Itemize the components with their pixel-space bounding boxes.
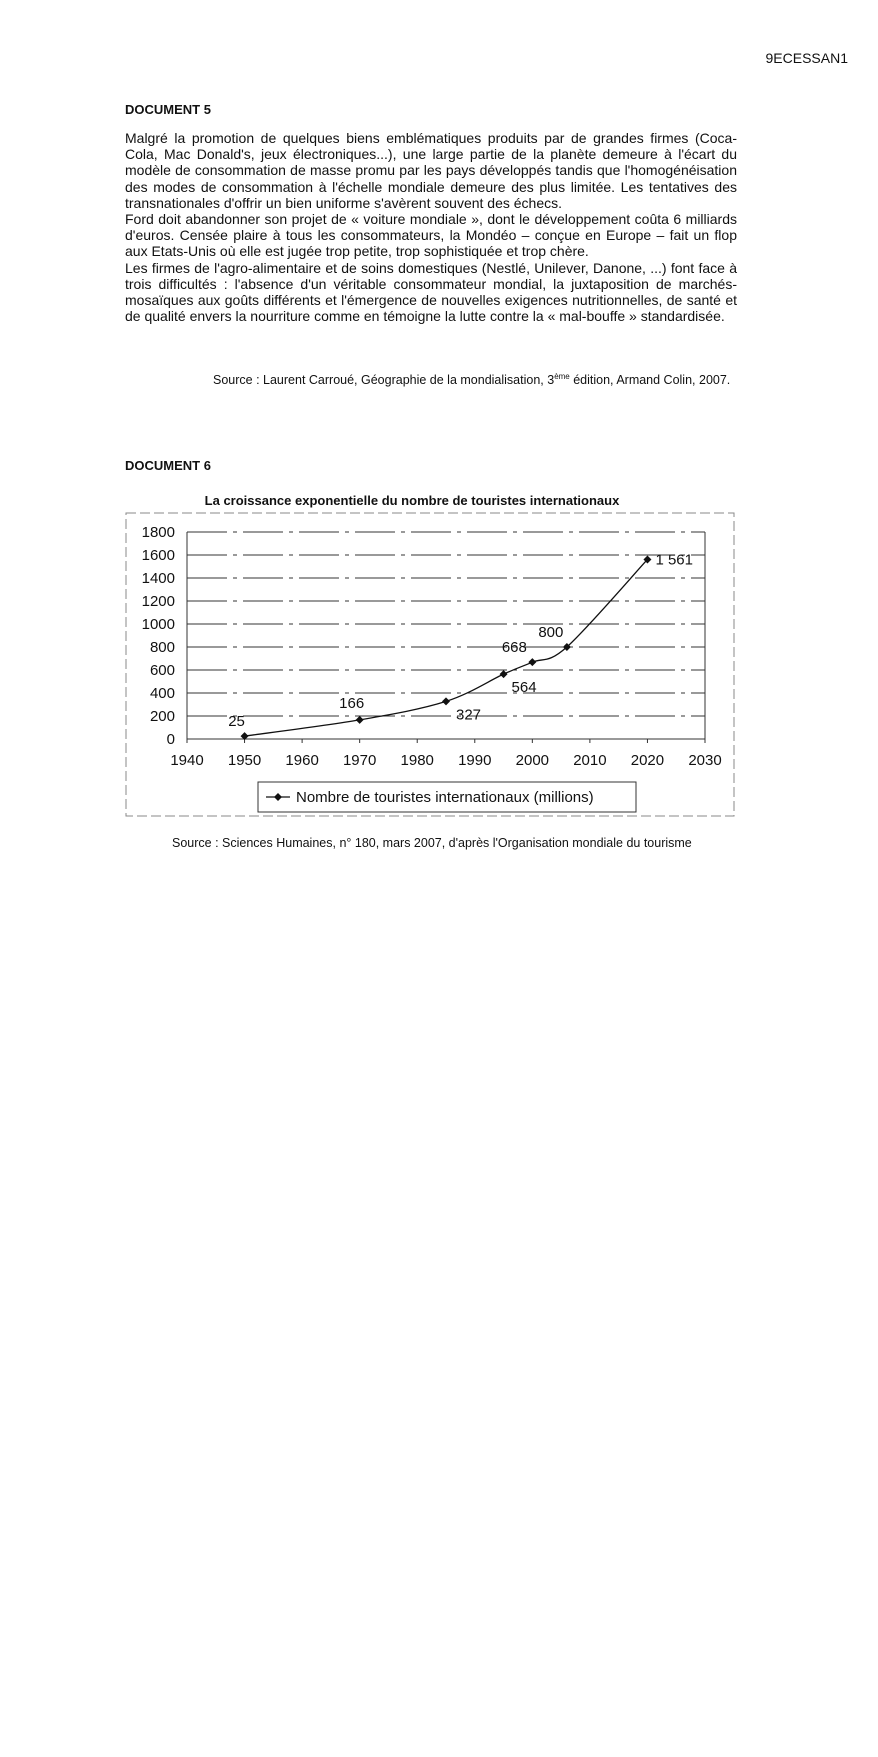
x-tick-label: 2010 bbox=[573, 752, 606, 769]
y-tick-label: 1800 bbox=[142, 524, 175, 541]
y-tick-label: 1600 bbox=[142, 547, 175, 564]
document-5-title: DOCUMENT 5 bbox=[125, 102, 211, 117]
chart: La croissance exponentielle du nombre de… bbox=[125, 493, 735, 817]
data-point-marker bbox=[355, 715, 364, 724]
x-tick-label: 2030 bbox=[688, 752, 721, 769]
series-line bbox=[244, 559, 648, 737]
data-label: 166 bbox=[339, 695, 364, 712]
x-tick-label: 1950 bbox=[228, 752, 261, 769]
chart-title: La croissance exponentielle du nombre de… bbox=[205, 493, 620, 508]
data-label: 25 bbox=[228, 713, 245, 730]
document-5-text: Malgré la promotion de quelques biens em… bbox=[125, 130, 737, 324]
source-text: Source : Laurent Carroué, Géographie de … bbox=[213, 373, 555, 388]
y-tick-label: 1000 bbox=[142, 616, 175, 633]
y-tick-label: 400 bbox=[150, 685, 175, 702]
source-superscript: ème bbox=[554, 372, 570, 381]
document-6-title: DOCUMENT 6 bbox=[125, 458, 211, 473]
legend: Nombre de touristes internationaux (mill… bbox=[257, 781, 637, 813]
y-tick-label: 0 bbox=[167, 731, 175, 748]
data-label: 327 bbox=[456, 706, 481, 723]
paragraph: Malgré la promotion de quelques biens em… bbox=[125, 130, 737, 211]
y-tick-label: 1400 bbox=[142, 570, 175, 587]
chart-frame bbox=[125, 512, 735, 817]
data-point-marker bbox=[499, 670, 508, 679]
legend-box bbox=[257, 781, 637, 813]
document-6-source: Source : Sciences Humaines, n° 180, mars… bbox=[172, 836, 692, 850]
data-label: 668 bbox=[502, 639, 527, 656]
x-tick-label: 2000 bbox=[516, 752, 549, 769]
legend-marker-icon bbox=[274, 793, 282, 801]
x-tick-label: 1970 bbox=[343, 752, 376, 769]
x-tick-label: 1960 bbox=[285, 752, 318, 769]
x-tick-label: 1990 bbox=[458, 752, 491, 769]
x-tick-label: 1940 bbox=[170, 752, 203, 769]
source-text: édition, Armand Colin, 2007. bbox=[569, 373, 731, 388]
data-label: 1 561 bbox=[655, 551, 693, 568]
data-label: 564 bbox=[512, 679, 537, 696]
data-point-marker bbox=[442, 697, 450, 706]
document-5-source: Source : Laurent Carroué, Géographie de … bbox=[213, 372, 730, 387]
data-point-marker bbox=[562, 643, 571, 651]
paragraph: Ford doit abandonner son projet de « voi… bbox=[125, 211, 737, 260]
x-tick-label: 1980 bbox=[401, 752, 434, 769]
data-point-marker bbox=[528, 658, 537, 667]
y-tick-label: 800 bbox=[150, 639, 175, 656]
data-point-marker bbox=[643, 555, 652, 564]
y-tick-label: 200 bbox=[150, 708, 175, 725]
y-tick-label: 600 bbox=[150, 662, 175, 679]
data-label: 800 bbox=[538, 624, 563, 641]
x-tick-label: 2020 bbox=[631, 752, 664, 769]
paragraph: Les firmes de l'agro-alimentaire et de s… bbox=[125, 259, 737, 325]
legend-label: Nombre de touristes internationaux (mill… bbox=[296, 789, 594, 806]
y-tick-label: 1200 bbox=[142, 593, 175, 610]
document-code: 9ECESSAN1 bbox=[765, 50, 848, 66]
data-point-marker bbox=[240, 732, 249, 741]
